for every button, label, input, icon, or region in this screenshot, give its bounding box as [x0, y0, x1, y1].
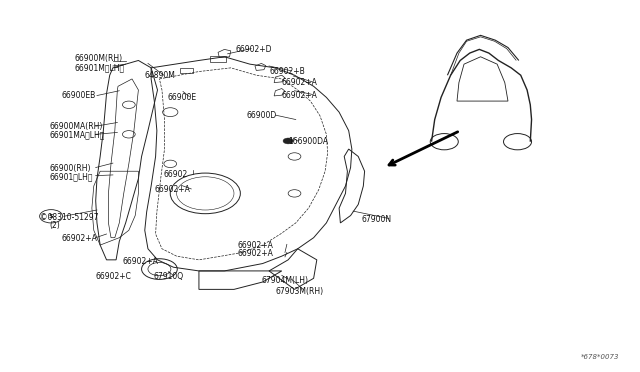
Text: 66902+A: 66902+A [282, 91, 317, 100]
Text: 66902+A: 66902+A [122, 257, 158, 266]
Text: 66901〈LH〉: 66901〈LH〉 [49, 172, 93, 181]
Text: 67910Q: 67910Q [153, 272, 183, 281]
Circle shape [283, 138, 293, 144]
Text: 66902: 66902 [164, 170, 188, 179]
Text: 66901M〈LH〉: 66901M〈LH〉 [75, 63, 125, 72]
Text: 66900(RH): 66900(RH) [49, 164, 91, 173]
Text: 64890M: 64890M [145, 71, 175, 80]
Text: 66901MA〈LH〉: 66901MA〈LH〉 [49, 131, 104, 140]
Text: 66900EB: 66900EB [62, 91, 96, 100]
Text: 66902+A: 66902+A [62, 234, 98, 243]
Bar [180, 68, 193, 73]
Text: 66900MA(RH): 66900MA(RH) [49, 122, 102, 131]
Text: ©08310-51297: ©08310-51297 [40, 213, 98, 222]
Bar [210, 56, 226, 62]
Text: 166900DA: 166900DA [288, 137, 328, 146]
Text: 66902+C: 66902+C [96, 272, 132, 281]
Text: 66902+B: 66902+B [269, 67, 305, 76]
Text: 66902+A: 66902+A [237, 241, 273, 250]
Text: 67900N: 67900N [362, 215, 392, 224]
Text: S: S [49, 214, 53, 219]
Text: 66902+A: 66902+A [154, 185, 190, 194]
Text: 66900M(RH): 66900M(RH) [75, 54, 123, 63]
Text: 66900E: 66900E [167, 93, 196, 102]
Text: 66902+D: 66902+D [236, 45, 273, 54]
Text: (2): (2) [49, 221, 60, 230]
Text: 66902+A: 66902+A [282, 78, 317, 87]
Text: 67904M(LH): 67904M(LH) [261, 276, 308, 285]
Text: 66900D: 66900D [246, 111, 277, 121]
Text: 66902+A: 66902+A [237, 249, 273, 258]
Text: 67903M(RH): 67903M(RH) [275, 287, 323, 296]
Text: *678*0073: *678*0073 [581, 354, 620, 360]
